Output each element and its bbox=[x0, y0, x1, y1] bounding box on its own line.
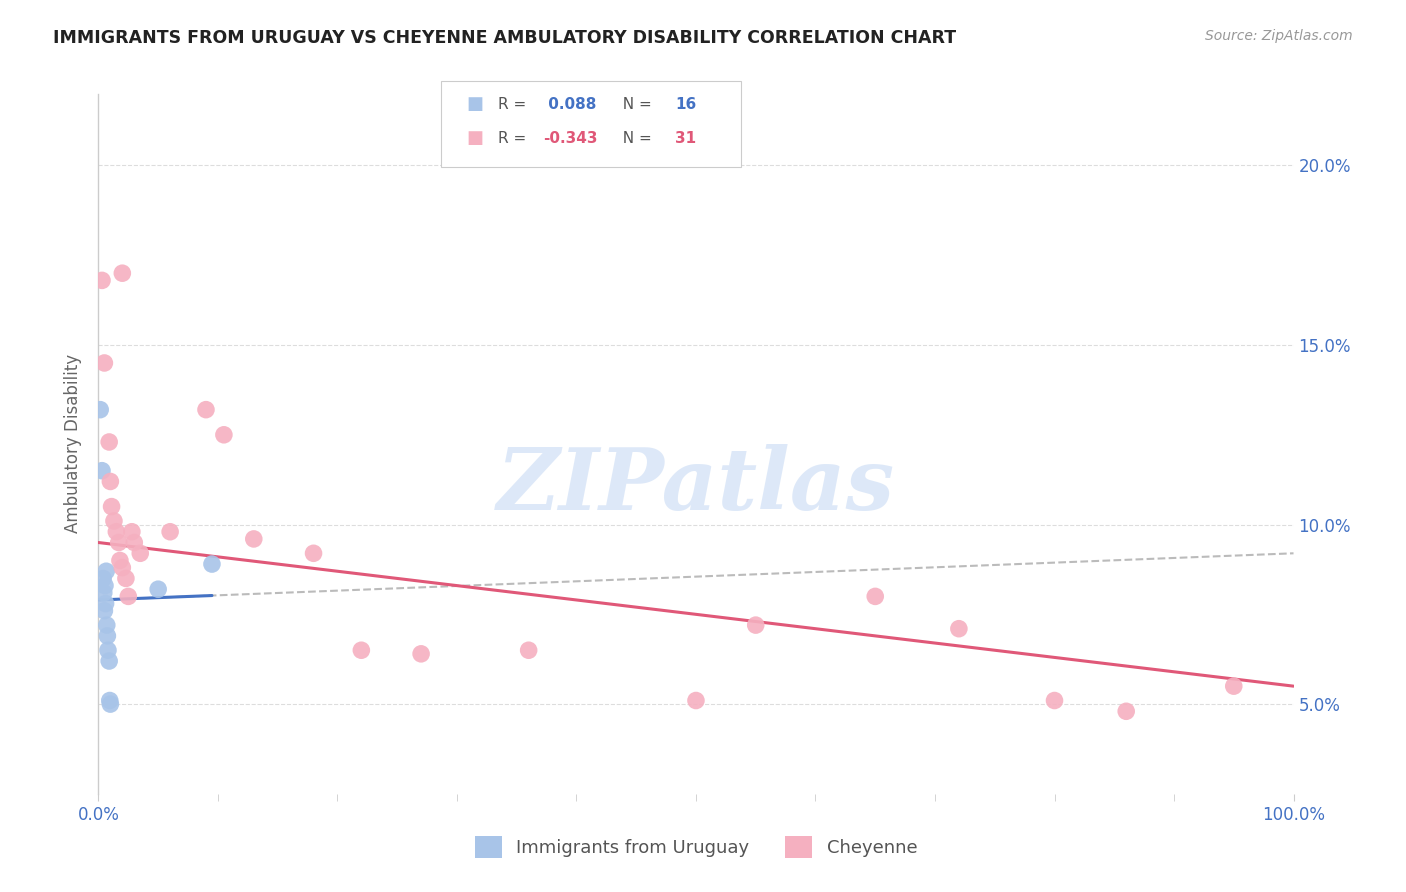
Text: ■: ■ bbox=[467, 95, 484, 113]
Text: N =: N = bbox=[613, 97, 657, 112]
Point bbox=[98, 693, 121, 707]
Point bbox=[94, 579, 117, 593]
Point bbox=[411, 647, 433, 661]
Point bbox=[148, 582, 170, 597]
Point bbox=[124, 535, 146, 549]
Point bbox=[91, 464, 114, 478]
Point bbox=[103, 514, 125, 528]
Point bbox=[1043, 693, 1066, 707]
Text: R =: R = bbox=[498, 131, 531, 145]
Point bbox=[685, 693, 707, 707]
Point bbox=[865, 590, 887, 604]
Text: N =: N = bbox=[613, 131, 657, 145]
Point bbox=[1115, 704, 1137, 718]
Point bbox=[117, 590, 139, 604]
Text: 0.088: 0.088 bbox=[543, 97, 596, 112]
Point bbox=[195, 402, 218, 417]
Point bbox=[212, 427, 235, 442]
Point bbox=[97, 643, 120, 657]
Point bbox=[93, 604, 115, 618]
Point bbox=[111, 266, 134, 280]
Point bbox=[96, 618, 118, 632]
Point bbox=[159, 524, 181, 539]
Text: 31: 31 bbox=[675, 131, 696, 145]
Point bbox=[105, 524, 128, 539]
Point bbox=[96, 629, 118, 643]
Text: IMMIGRANTS FROM URUGUAY VS CHEYENNE AMBULATORY DISABILITY CORRELATION CHART: IMMIGRANTS FROM URUGUAY VS CHEYENNE AMBU… bbox=[53, 29, 956, 46]
Point bbox=[115, 571, 138, 585]
Point bbox=[89, 402, 111, 417]
Point bbox=[121, 524, 143, 539]
Text: Source: ZipAtlas.com: Source: ZipAtlas.com bbox=[1205, 29, 1353, 43]
Point bbox=[948, 622, 970, 636]
Point bbox=[94, 597, 117, 611]
Point bbox=[98, 697, 122, 711]
Legend: Immigrants from Uruguay, Cheyenne: Immigrants from Uruguay, Cheyenne bbox=[467, 829, 925, 865]
Point bbox=[243, 532, 266, 546]
Point bbox=[517, 643, 540, 657]
Point bbox=[98, 475, 122, 489]
Point bbox=[129, 546, 152, 560]
Point bbox=[98, 654, 121, 668]
Point bbox=[350, 643, 373, 657]
Text: ■: ■ bbox=[467, 129, 484, 147]
Text: ZIPatlas: ZIPatlas bbox=[496, 444, 896, 527]
Point bbox=[98, 434, 121, 449]
Point bbox=[100, 500, 122, 514]
Text: 16: 16 bbox=[675, 97, 696, 112]
Point bbox=[111, 560, 134, 574]
Point bbox=[201, 557, 224, 571]
Text: -0.343: -0.343 bbox=[543, 131, 598, 145]
Point bbox=[93, 586, 115, 600]
Point bbox=[108, 553, 131, 567]
Point bbox=[93, 356, 115, 370]
Point bbox=[302, 546, 325, 560]
Text: R =: R = bbox=[498, 97, 531, 112]
Point bbox=[745, 618, 768, 632]
Point bbox=[91, 571, 114, 585]
Point bbox=[96, 564, 118, 578]
Y-axis label: Ambulatory Disability: Ambulatory Disability bbox=[65, 354, 83, 533]
Point bbox=[91, 273, 114, 287]
Point bbox=[1223, 679, 1246, 693]
Point bbox=[107, 535, 129, 549]
